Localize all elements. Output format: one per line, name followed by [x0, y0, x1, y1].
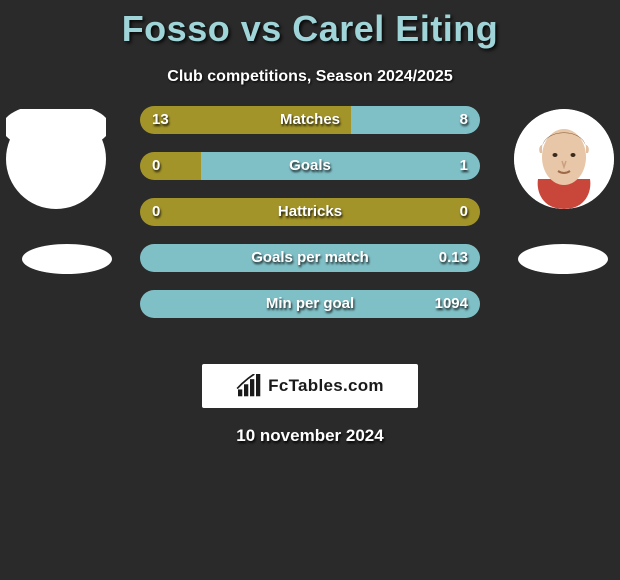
stat-bar-row: Min per goal1094 [140, 290, 480, 318]
stat-bar-row: Matches13 8 [140, 106, 480, 134]
stat-bar-right-value: 1094 [435, 290, 468, 318]
stat-bar-right-value: 8 [460, 106, 468, 134]
stat-bar-label: Goals [140, 152, 480, 180]
stat-bar-label: Matches [140, 106, 480, 134]
brand-text: FcTables.com [268, 376, 384, 396]
stat-bars: Matches138Goals01Hattricks00Goals per ma… [140, 106, 480, 336]
avatar-face-icon [514, 109, 614, 209]
stat-bar-right-value: 0 [460, 198, 468, 226]
subtitle: Club competitions, Season 2024/2025 [0, 68, 620, 86]
stat-bar-label: Hattricks [140, 198, 480, 226]
comparison-arena: Matches138Goals01Hattricks00Goals per ma… [0, 124, 620, 360]
stat-bar-right-value: 1 [460, 152, 468, 180]
stat-bar-row: Goals per match0.13 [140, 244, 480, 272]
player-left-club-badge [22, 244, 112, 274]
stat-bar-left-value: 0 [152, 198, 160, 226]
stat-bar-row: Goals0 1 [140, 152, 480, 180]
stat-bar-row: Hattricks0 0 [140, 198, 480, 226]
stat-bar-label: Min per goal [140, 290, 480, 318]
page-title: Fosso vs Carel Eiting [0, 0, 620, 50]
player-right-avatar [514, 109, 614, 209]
brand-badge: FcTables.com [202, 364, 418, 408]
stat-bar-label: Goals per match [140, 244, 480, 272]
stat-bar-right-value: 0.13 [439, 244, 468, 272]
avatar-placeholder-icon [6, 109, 106, 209]
date-label: 10 november 2024 [0, 426, 620, 446]
player-left-avatar [6, 109, 106, 209]
bar-chart-icon [236, 374, 264, 398]
stat-bar-left-value: 0 [152, 152, 160, 180]
player-right-club-badge [518, 244, 608, 274]
stat-bar-left-value: 13 [152, 106, 169, 134]
